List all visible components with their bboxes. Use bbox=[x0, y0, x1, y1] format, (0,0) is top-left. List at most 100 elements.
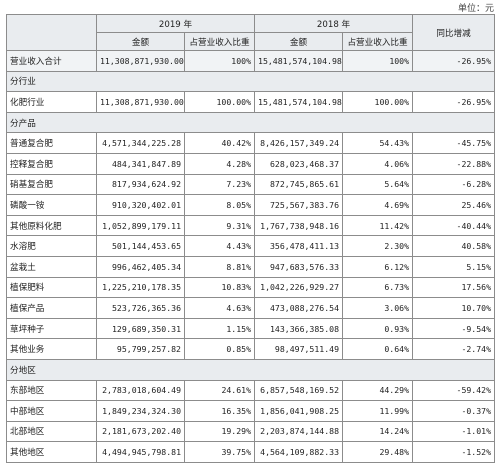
amount-2019: 4,494,945,798.81 bbox=[96, 441, 185, 463]
row-label: 北部地区 bbox=[6, 420, 97, 443]
share-2019: 100% bbox=[183, 50, 256, 72]
share-2019: 10.83% bbox=[183, 276, 256, 299]
share-2019: 0.85% bbox=[183, 338, 256, 360]
row-label: 其他业务 bbox=[6, 338, 97, 360]
amount-2019: 129,689,350.31 bbox=[96, 317, 185, 340]
amount-2019: 1,849,234,324.30 bbox=[96, 400, 185, 422]
yoy-change: -1.01% bbox=[412, 420, 496, 443]
share-2019: 40.42% bbox=[183, 132, 256, 154]
header-row-years: 2019 年 2018 年 同比增减 bbox=[6, 14, 496, 51]
total-row: 营业收入合计 11,308,871,930.00 100% 15,481,574… bbox=[6, 50, 496, 72]
row-label: 营业收入合计 bbox=[6, 50, 97, 72]
table-row: 普通复合肥 4,571,344,225.28 40.42% 8,426,157,349… bbox=[6, 132, 496, 154]
table-row: 其他原料化肥 1,052,899,179.11 9.31% 1,767,738,948… bbox=[6, 214, 496, 237]
unit-label: 单位：元 bbox=[457, 4, 494, 14]
amount-2018: 473,088,276.54 bbox=[254, 297, 344, 319]
row-label: 植保肥料 bbox=[6, 276, 97, 299]
amount-2018: 1,042,226,929.27 bbox=[254, 276, 344, 299]
share-2019: 19.29% bbox=[183, 420, 256, 443]
share-2019: 1.15% bbox=[183, 317, 256, 340]
amount-2018: 15,481,574,104.98 bbox=[254, 91, 344, 113]
table-row: 硝基复合肥 817,934,624.92 7.23% 872,745,865.61 5.… bbox=[6, 173, 496, 196]
yoy-change: -0.37% bbox=[412, 400, 496, 422]
yoy-change: -59.42% bbox=[412, 379, 496, 402]
table-row: 盆栽土 996,462,405.34 8.81% 947,683,576.33 6.12… bbox=[6, 255, 496, 278]
row-label: 中部地区 bbox=[6, 400, 97, 422]
header-row-columns: 金额 占营业收入比重 金额 占营业收入比重 bbox=[7, 32, 495, 51]
share-2018: 3.06% bbox=[342, 297, 414, 319]
share-2018: 6.73% bbox=[342, 276, 414, 299]
row-label: 草坪种子 bbox=[6, 317, 97, 340]
share-2019: 16.35% bbox=[183, 400, 256, 422]
row-label: 盆栽土 bbox=[6, 255, 97, 278]
header-share-2018: 占营业收入比重 bbox=[342, 32, 414, 51]
amount-2018: 1,767,738,948.16 bbox=[254, 214, 344, 237]
share-2019: 8.05% bbox=[183, 194, 256, 216]
table-row: 中部地区 1,849,234,324.30 16.35% 1,856,041,908.… bbox=[6, 400, 496, 422]
table-row: 草坪种子 129,689,350.31 1.15% 143,366,385.08 0.9… bbox=[6, 317, 496, 340]
amount-2019: 523,726,365.36 bbox=[96, 297, 185, 319]
yoy-change: -45.75% bbox=[412, 132, 496, 154]
amount-2018: 143,366,385.08 bbox=[254, 317, 344, 340]
row-label: 其他原料化肥 bbox=[6, 214, 97, 237]
yoy-change: -26.95% bbox=[412, 50, 496, 72]
share-2018: 11.99% bbox=[342, 400, 414, 422]
amount-2018: 6,857,548,169.52 bbox=[254, 379, 344, 402]
row-label: 硝基复合肥 bbox=[6, 173, 97, 196]
section-label: 分地区 bbox=[5, 358, 496, 381]
table-row: 控释复合肥 484,341,847.89 4.28% 628,023,468.37 4.… bbox=[6, 152, 496, 175]
row-label: 控释复合肥 bbox=[6, 152, 97, 175]
share-2018: 4.06% bbox=[342, 152, 414, 175]
amount-2019: 1,225,210,178.35 bbox=[96, 276, 185, 299]
yoy-change: 17.56% bbox=[412, 276, 496, 299]
table-row: 其他业务 95,799,257.82 0.85% 98,497,511.49 0.64%… bbox=[6, 338, 496, 360]
table-row: 植保肥料 1,225,210,178.35 10.83% 1,042,226,929.… bbox=[6, 276, 496, 299]
header-amount-2018: 金额 bbox=[254, 32, 344, 51]
amount-2019: 910,320,402.01 bbox=[96, 194, 185, 216]
amount-2019: 4,571,344,225.28 bbox=[96, 132, 185, 154]
share-2019: 8.81% bbox=[183, 255, 256, 278]
share-2018: 54.43% bbox=[342, 132, 414, 154]
share-2018: 44.29% bbox=[342, 379, 414, 402]
section-product: 分产品 bbox=[5, 111, 496, 134]
table-row: 植保产品 523,726,365.36 4.63% 473,088,276.54 3.0… bbox=[6, 297, 496, 319]
row-label: 水溶肥 bbox=[6, 235, 97, 257]
share-2019: 100.00% bbox=[183, 91, 256, 113]
share-2018: 0.93% bbox=[342, 317, 414, 340]
share-2018: 29.48% bbox=[342, 441, 414, 463]
amount-2019: 95,799,257.82 bbox=[96, 338, 185, 360]
section-region: 分地区 bbox=[5, 358, 496, 381]
row-label: 化肥行业 bbox=[6, 91, 97, 113]
share-2019: 24.61% bbox=[183, 379, 256, 402]
share-2019: 7.23% bbox=[183, 173, 256, 196]
row-label: 磷酸一铵 bbox=[6, 194, 97, 216]
share-2018: 5.64% bbox=[342, 173, 414, 196]
share-2019: 9.31% bbox=[183, 214, 256, 237]
yoy-change: 10.70% bbox=[412, 297, 496, 319]
header-blank bbox=[6, 14, 97, 51]
share-2019: 4.63% bbox=[183, 297, 256, 319]
yoy-change: -22.88% bbox=[412, 152, 496, 175]
yoy-change: -1.52% bbox=[412, 441, 496, 463]
share-2018: 2.30% bbox=[342, 235, 414, 257]
amount-2018: 98,497,511.49 bbox=[254, 338, 344, 360]
share-2019: 4.28% bbox=[183, 152, 256, 175]
share-2019: 4.43% bbox=[183, 235, 256, 257]
section-industry: 分行业 bbox=[5, 70, 496, 93]
amount-2019: 11,308,871,930.00 bbox=[96, 91, 185, 113]
yoy-change: -6.28% bbox=[412, 173, 496, 196]
yoy-change: 25.46% bbox=[412, 194, 496, 216]
share-2018: 0.64% bbox=[342, 338, 414, 360]
header-yoy: 同比增减 bbox=[412, 14, 496, 51]
table-row: 磷酸一铵 910,320,402.01 8.05% 725,567,383.76 4.6… bbox=[6, 194, 496, 216]
yoy-change: -9.54% bbox=[412, 317, 496, 340]
header-share-2019: 占营业收入比重 bbox=[183, 32, 256, 51]
amount-2018: 15,481,574,104.98 bbox=[254, 50, 344, 72]
table-row: 其他地区 4,494,945,798.81 39.75% 4,564,109,882.… bbox=[6, 441, 496, 463]
table-row: 东部地区 2,783,018,604.49 24.61% 6,857,548,169.… bbox=[6, 379, 496, 402]
amount-2019: 11,308,871,930.00 bbox=[96, 50, 185, 72]
amount-2019: 484,341,847.89 bbox=[96, 152, 185, 175]
section-label: 分行业 bbox=[5, 70, 496, 93]
yoy-change: 40.58% bbox=[412, 235, 496, 257]
table-row: 化肥行业 11,308,871,930.00 100.00% 15,481,574,1… bbox=[6, 91, 496, 113]
